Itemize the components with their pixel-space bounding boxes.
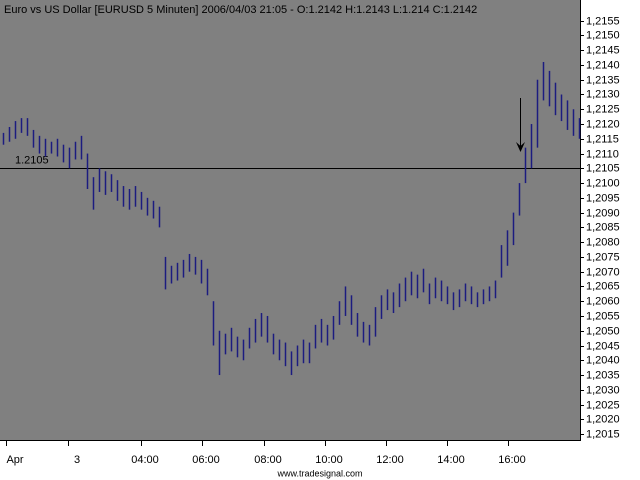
y-tick-label: 1,2145: [586, 44, 620, 56]
chart-title: Euro vs US Dollar [EURUSD 5 Minuten] 200…: [4, 4, 477, 16]
x-tick-label: 3: [74, 454, 80, 466]
horizontal-line-label: 1.2105: [15, 154, 49, 166]
y-tick-label: 1,2075: [586, 251, 620, 263]
y-tick-label: 1,2085: [586, 221, 620, 233]
arrow: [516, 98, 525, 152]
y-tick-label: 1,2045: [586, 340, 620, 352]
y-tick-label: 1,2090: [586, 207, 620, 219]
y-tick-label: 1,2055: [586, 310, 620, 322]
y-tick-label: 1,2135: [586, 74, 620, 86]
y-tick-label: 1,2030: [586, 384, 620, 396]
y-tick-label: 1,2155: [586, 15, 620, 27]
footer: www.tradesignal.com: [276, 468, 362, 478]
y-tick-label: 1,2095: [586, 192, 620, 204]
x-tick-label: Apr: [6, 454, 23, 466]
plot-area: [0, 0, 580, 440]
y-tick-label: 1,2050: [586, 325, 620, 337]
y-tick-label: 1,2025: [586, 399, 620, 411]
x-tick-label: 16:00: [498, 454, 526, 466]
x-tick-label: 04:00: [131, 454, 159, 466]
y-tick-label: 1,2060: [586, 295, 620, 307]
y-tick-label: 1,2035: [586, 369, 620, 381]
y-tick-label: 1,2015: [586, 428, 620, 440]
x-tick-label: 12:00: [376, 454, 404, 466]
y-tick-label: 1,2140: [586, 59, 620, 71]
x-tick-label: 06:00: [192, 454, 220, 466]
y-tick-label: 1,2120: [586, 118, 620, 130]
y-tick-label: 1,2070: [586, 266, 620, 278]
y-tick-label: 1,2110: [586, 148, 619, 160]
y-tick-label: 1,2150: [586, 29, 620, 41]
y-tick-label: 1,2105: [586, 162, 620, 174]
y-tick-label: 1,2020: [586, 413, 620, 425]
x-tick-label: 08:00: [254, 454, 282, 466]
x-tick-label: 14:00: [437, 454, 465, 466]
x-tick-label: 10:00: [315, 454, 343, 466]
y-tick-label: 1,2115: [586, 133, 619, 145]
y-tick-label: 1,2065: [586, 280, 620, 292]
y-tick-label: 1,2100: [586, 177, 620, 189]
y-tick-label: 1,2130: [586, 88, 620, 100]
y-tick-label: 1,2040: [586, 354, 620, 366]
y-tick-label: 1,2080: [586, 236, 620, 248]
y-tick-label: 1,2125: [586, 103, 620, 115]
